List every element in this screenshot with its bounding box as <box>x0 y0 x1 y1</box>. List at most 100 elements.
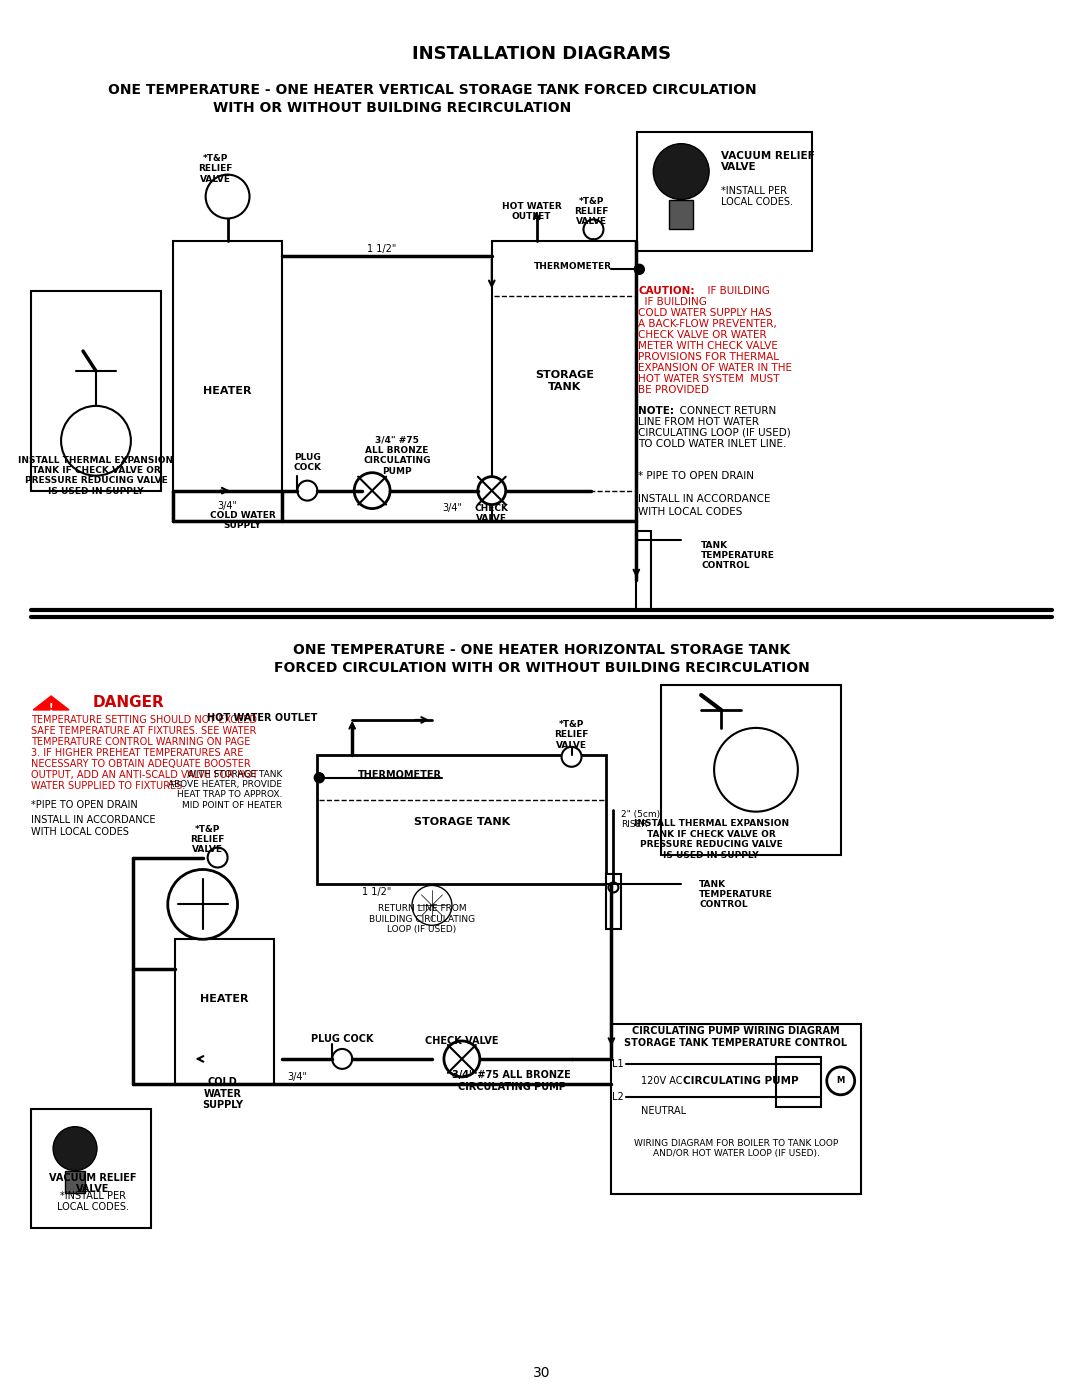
Text: WITH LOCAL CODES: WITH LOCAL CODES <box>638 507 743 517</box>
Circle shape <box>354 472 390 509</box>
Bar <box>775 1058 821 1106</box>
Text: PLUG COCK: PLUG COCK <box>311 1034 374 1044</box>
Bar <box>607 875 621 929</box>
Text: 1 1/2": 1 1/2" <box>363 887 392 897</box>
Circle shape <box>297 481 318 500</box>
Circle shape <box>333 1049 352 1069</box>
Text: TANK
TEMPERATURE
CONTROL: TANK TEMPERATURE CONTROL <box>701 541 775 570</box>
Text: CONNECT RETURN: CONNECT RETURN <box>673 407 777 416</box>
Text: INSTALL THERMAL EXPANSION
TANK IF CHECK VALVE OR
PRESSURE REDUCING VALVE
IS USED: INSTALL THERMAL EXPANSION TANK IF CHECK … <box>18 455 174 496</box>
Bar <box>318 754 607 884</box>
Text: HOT WATER OUTLET: HOT WATER OUTLET <box>207 712 318 722</box>
Text: L1: L1 <box>611 1059 623 1069</box>
Text: SAFE TEMPERATURE AT FIXTURES. SEE WATER: SAFE TEMPERATURE AT FIXTURES. SEE WATER <box>31 726 257 736</box>
Text: 3/4": 3/4" <box>217 500 238 510</box>
Bar <box>636 531 651 610</box>
Circle shape <box>444 1041 480 1077</box>
Text: *T&P
RELIEF
VALVE: *T&P RELIEF VALVE <box>190 824 225 855</box>
Circle shape <box>653 144 710 200</box>
Text: HOT WATER SYSTEM  MUST: HOT WATER SYSTEM MUST <box>638 374 780 384</box>
Text: NECESSARY TO OBTAIN ADEQUATE BOOSTER: NECESSARY TO OBTAIN ADEQUATE BOOSTER <box>31 759 251 768</box>
Text: ONE TEMPERATURE - ONE HEATER HORIZONTAL STORAGE TANK: ONE TEMPERATURE - ONE HEATER HORIZONTAL … <box>293 643 791 657</box>
Text: WATER SUPPLIED TO FIXTURES.: WATER SUPPLIED TO FIXTURES. <box>31 781 186 791</box>
Text: STORAGE
TANK: STORAGE TANK <box>535 370 594 391</box>
Text: 30: 30 <box>532 1366 551 1380</box>
Text: *PIPE TO OPEN DRAIN: *PIPE TO OPEN DRAIN <box>31 799 138 810</box>
Circle shape <box>827 1067 854 1095</box>
Polygon shape <box>33 696 69 710</box>
Text: ONE TEMPERATURE - ONE HEATER VERTICAL STORAGE TANK FORCED CIRCULATION: ONE TEMPERATURE - ONE HEATER VERTICAL ST… <box>108 82 756 96</box>
Text: METER WITH CHECK VALVE: METER WITH CHECK VALVE <box>638 341 779 351</box>
Circle shape <box>205 175 249 218</box>
Text: CIRCULATING PUMP: CIRCULATING PUMP <box>684 1076 799 1085</box>
Bar <box>31 291 161 490</box>
Text: HOT WATER
OUTLET: HOT WATER OUTLET <box>502 201 562 221</box>
Text: 3/4": 3/4" <box>287 1071 308 1081</box>
Text: INSTALL THERMAL EXPANSION
TANK IF CHECK VALVE OR
PRESSURE REDUCING VALVE
IS USED: INSTALL THERMAL EXPANSION TANK IF CHECK … <box>634 820 788 859</box>
Text: HEATER: HEATER <box>200 995 248 1004</box>
Circle shape <box>62 407 131 475</box>
Text: HEATER: HEATER <box>203 386 252 395</box>
Text: TANK
TEMPERATURE
CONTROL: TANK TEMPERATURE CONTROL <box>699 880 773 909</box>
Text: WITH OR WITHOUT BUILDING RECIRCULATION: WITH OR WITHOUT BUILDING RECIRCULATION <box>213 101 571 115</box>
Text: L2: L2 <box>611 1092 623 1102</box>
Text: WITH LOCAL CODES: WITH LOCAL CODES <box>31 827 129 837</box>
Bar <box>637 131 812 251</box>
Text: INSTALLATION DIAGRAMS: INSTALLATION DIAGRAMS <box>413 45 671 63</box>
Circle shape <box>167 869 238 939</box>
Text: CHECK VALVE OR WATER: CHECK VALVE OR WATER <box>638 330 767 339</box>
Bar <box>175 939 274 1084</box>
Bar <box>173 242 282 521</box>
Bar <box>491 242 636 521</box>
Text: A BACK-FLOW PREVENTER,: A BACK-FLOW PREVENTER, <box>638 319 778 330</box>
Text: EXPANSION OF WATER IN THE: EXPANSION OF WATER IN THE <box>638 363 793 373</box>
Text: *T&P
RELIEF
VALVE: *T&P RELIEF VALVE <box>554 719 589 750</box>
Text: PROVISIONS FOR THERMAL: PROVISIONS FOR THERMAL <box>638 352 780 362</box>
Text: CHECK VALVE: CHECK VALVE <box>426 1037 499 1046</box>
Text: 3/4" #75
ALL BRONZE
CIRCULATING
PUMP: 3/4" #75 ALL BRONZE CIRCULATING PUMP <box>363 436 431 476</box>
Circle shape <box>714 728 798 812</box>
Text: DANGER: DANGER <box>93 696 165 711</box>
Bar <box>670 200 693 229</box>
Text: 2" (5cm)
RISER: 2" (5cm) RISER <box>621 810 661 830</box>
Bar <box>31 1109 151 1228</box>
Text: THERMOMETER: THERMOMETER <box>357 770 442 780</box>
Text: 3. IF HIGHER PREHEAT TEMPERATURES ARE: 3. IF HIGHER PREHEAT TEMPERATURES ARE <box>31 747 244 757</box>
Text: OUTPUT, ADD AN ANTI-SCALD VALVE FOR HOT: OUTPUT, ADD AN ANTI-SCALD VALVE FOR HOT <box>31 770 258 780</box>
Text: *T&P
RELIEF
VALVE: *T&P RELIEF VALVE <box>575 197 609 226</box>
Circle shape <box>583 219 604 239</box>
Text: 3/4" #75 ALL BRONZE
CIRCULATING PUMP: 3/4" #75 ALL BRONZE CIRCULATING PUMP <box>453 1070 571 1091</box>
Text: *T&P
RELIEF
VALVE: *T&P RELIEF VALVE <box>199 154 233 183</box>
Text: CHECK
VALVE: CHECK VALVE <box>475 504 509 524</box>
Text: * PIPE TO OPEN DRAIN: * PIPE TO OPEN DRAIN <box>638 471 754 481</box>
Text: VACUUM RELIEF
VALVE: VACUUM RELIEF VALVE <box>50 1172 137 1194</box>
Bar <box>661 685 840 855</box>
Text: TEMPERATURE SETTING SHOULD NOT EXCEED: TEMPERATURE SETTING SHOULD NOT EXCEED <box>31 715 257 725</box>
Text: CAUTION:: CAUTION: <box>638 286 694 296</box>
Text: IF BUILDING: IF BUILDING <box>701 286 770 296</box>
Text: TO COLD WATER INLET LINE.: TO COLD WATER INLET LINE. <box>638 439 786 448</box>
Text: 3/4": 3/4" <box>442 503 462 513</box>
Circle shape <box>411 886 451 925</box>
Text: NEUTRAL: NEUTRAL <box>642 1106 687 1116</box>
Text: M: M <box>837 1076 845 1085</box>
Text: BE PROVIDED: BE PROVIDED <box>638 386 710 395</box>
Circle shape <box>608 883 619 893</box>
Text: FORCED CIRCULATION WITH OR WITHOUT BUILDING RECIRCULATION: FORCED CIRCULATION WITH OR WITHOUT BUILD… <box>273 661 810 675</box>
Text: WITH STORAGE TANK
ABOVE HEATER, PROVIDE
HEAT TRAP TO APPROX.
MID POINT OF HEATER: WITH STORAGE TANK ABOVE HEATER, PROVIDE … <box>168 770 282 810</box>
Text: VACUUM RELIEF
VALVE: VACUUM RELIEF VALVE <box>721 151 814 172</box>
Text: INSTALL IN ACCORDANCE: INSTALL IN ACCORDANCE <box>31 814 156 824</box>
Text: 120V AC: 120V AC <box>642 1076 683 1085</box>
Text: COLD WATER
SUPPLY: COLD WATER SUPPLY <box>210 511 275 531</box>
Bar <box>65 1171 85 1193</box>
Text: 1 1/2": 1 1/2" <box>367 244 396 254</box>
Circle shape <box>314 773 324 782</box>
Text: TEMPERATURE CONTROL WARNING ON PAGE: TEMPERATURE CONTROL WARNING ON PAGE <box>31 736 251 747</box>
Text: !: ! <box>49 703 53 712</box>
Text: *INSTALL PER
LOCAL CODES.: *INSTALL PER LOCAL CODES. <box>57 1190 129 1213</box>
Bar <box>611 1024 861 1193</box>
Text: THERMOMETER: THERMOMETER <box>534 261 611 271</box>
Text: CIRCULATING PUMP WIRING DIAGRAM
STORAGE TANK TEMPERATURE CONTROL: CIRCULATING PUMP WIRING DIAGRAM STORAGE … <box>624 1027 848 1048</box>
Text: INSTALL IN ACCORDANCE: INSTALL IN ACCORDANCE <box>638 493 771 503</box>
Text: COLD WATER SUPPLY HAS: COLD WATER SUPPLY HAS <box>638 309 772 319</box>
